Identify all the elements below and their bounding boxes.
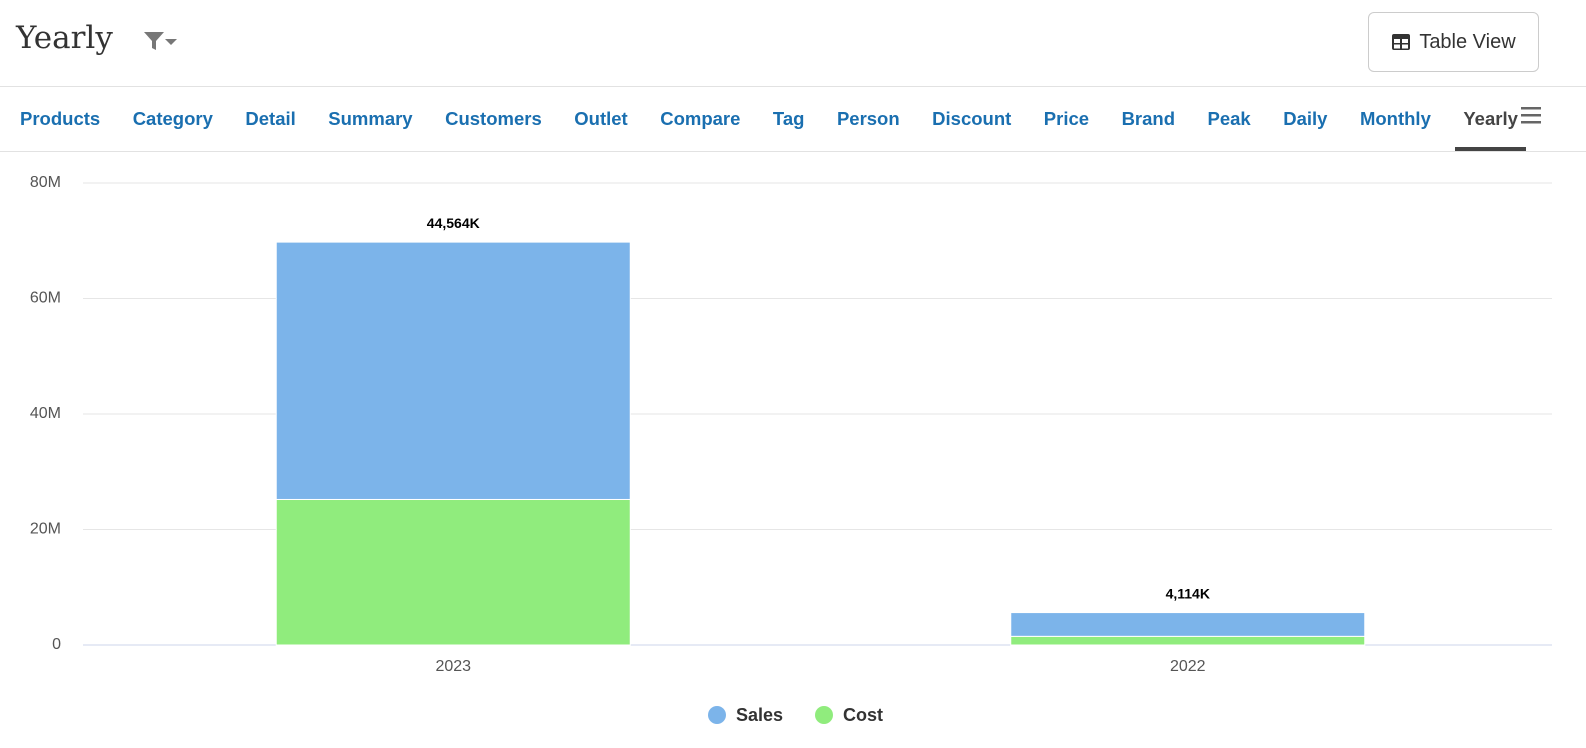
tab[interactable]: Customers [445, 108, 542, 129]
y-tick-label: 60M [30, 290, 61, 307]
tab[interactable]: Summary [328, 108, 413, 129]
legend-swatch [708, 706, 726, 724]
tab[interactable]: Detail [245, 108, 296, 129]
legend-swatch [815, 706, 833, 724]
legend-label: Sales [736, 705, 783, 725]
menu-button[interactable] [1521, 105, 1543, 125]
x-tick-label: 2023 [435, 658, 471, 675]
bar-segment [275, 241, 631, 500]
x-tick-label: 2022 [1170, 658, 1206, 675]
tab[interactable]: Tag [772, 108, 805, 129]
filter-button[interactable] [142, 30, 180, 52]
tab[interactable]: Monthly [1359, 108, 1431, 129]
tab[interactable]: Category [132, 108, 213, 129]
bar-segment [1010, 635, 1366, 646]
tab[interactable]: Outlet [574, 108, 628, 129]
tab[interactable]: Daily [1283, 108, 1328, 129]
y-tick-label: 20M [30, 521, 61, 538]
legend-label: Cost [843, 705, 883, 725]
tab[interactable]: Products [20, 108, 101, 129]
page-title: Yearly [16, 20, 113, 56]
y-tick-label: 40M [30, 405, 61, 422]
button-label: Table View [1419, 30, 1516, 53]
tab[interactable]: Peak [1207, 108, 1251, 129]
bar-segment [1010, 612, 1366, 637]
data-label: 44,564K [427, 215, 480, 231]
tab-bar: Products Category Detail Summary Customers Ou… [0, 87, 1586, 152]
bar-segment [275, 498, 631, 646]
tab[interactable]: Price [1043, 108, 1090, 129]
tab[interactable]: Yearly [1455, 87, 1526, 151]
table-view-button[interactable]: Table View [1368, 12, 1539, 72]
chart: 0 20M 40M 60M 80M 2023 44,564K 2022 4,114K Sales C… [30, 174, 1552, 725]
tab[interactable]: Person [836, 108, 900, 129]
table-icon [1392, 34, 1411, 50]
data-label: 4,114K [1166, 585, 1210, 601]
tab[interactable]: Discount [932, 108, 1012, 129]
tab[interactable]: Brand [1121, 108, 1176, 129]
y-tick-label: 80M [30, 174, 61, 191]
tab[interactable]: Compare [660, 108, 741, 129]
header: Yearly Table View [0, 0, 1586, 87]
y-tick-label: 0 [52, 636, 61, 653]
